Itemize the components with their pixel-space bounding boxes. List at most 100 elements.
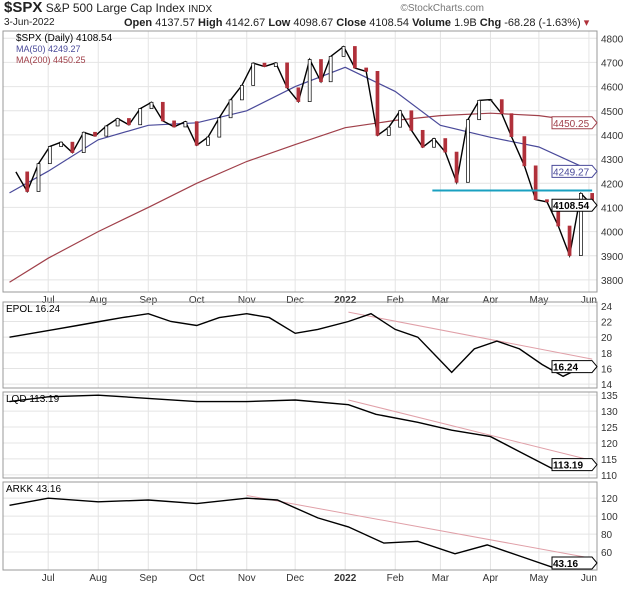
x-tick-label: Sep	[139, 295, 157, 306]
panel-frame	[2, 481, 598, 571]
series-line--spx-daily-	[15, 45, 593, 259]
candlestick	[25, 171, 30, 192]
y-tick-label: 100	[601, 512, 618, 523]
series-line-epol	[9, 312, 593, 378]
x-tick-label: Aug	[89, 295, 107, 306]
high-value: 4142.67	[225, 17, 266, 29]
series-line-arkk	[9, 497, 593, 569]
candlestick	[341, 46, 346, 57]
y-tick-label: 115	[601, 455, 617, 466]
last-value-label: 4450.25	[553, 119, 590, 130]
panel-frame	[2, 391, 598, 479]
y-tick-label: 4600	[601, 83, 624, 94]
legend-entry: MA(50) 4249.27	[16, 44, 81, 54]
x-tick-label: Feb	[387, 295, 405, 306]
candlestick	[251, 62, 256, 86]
candlestick	[127, 118, 131, 126]
watermark: ©StockCharts.com	[400, 3, 484, 14]
chg-value: -68.28 (-1.63%)	[504, 17, 581, 29]
low-value: 4098.67	[293, 17, 334, 29]
y-tick-label: 4300	[601, 155, 624, 166]
x-tick-label: Apr	[483, 573, 499, 584]
volume-label: Volume	[412, 17, 452, 29]
x-tick-label: Nov	[238, 295, 256, 306]
x-tick-label: Oct	[189, 295, 205, 306]
candlestick	[509, 113, 514, 137]
last-value-tag	[551, 164, 598, 178]
low-label: Low	[268, 17, 291, 29]
candlestick	[328, 56, 333, 83]
y-tick-label: 120	[601, 494, 618, 505]
x-tick-label: Dec	[286, 295, 304, 306]
last-value-tag	[551, 458, 598, 472]
x-tick-label: Jul	[42, 573, 55, 584]
legend-entry: LQD 113.19	[6, 394, 60, 405]
candlestick	[545, 199, 549, 203]
x-tick-label: May	[529, 295, 548, 306]
y-tick-label: 24	[601, 302, 613, 313]
down-arrow-icon: ▾	[583, 17, 590, 29]
x-tick-label: Sep	[139, 573, 157, 584]
candlestick	[567, 225, 572, 256]
trend-line	[348, 311, 593, 360]
x-tick-label: Aug	[89, 573, 107, 584]
y-tick-label: 14	[601, 380, 613, 391]
x-tick-label: Apr	[483, 295, 499, 306]
last-value-tag	[551, 198, 598, 212]
y-tick-label: 135	[601, 391, 618, 402]
x-tick-label: Jun	[581, 295, 597, 306]
candlestick	[579, 193, 583, 256]
candlestick	[353, 46, 357, 69]
x-tick-label: Feb	[387, 573, 405, 584]
candlestick	[183, 121, 188, 128]
candlestick	[296, 87, 301, 102]
y-tick-label: 4700	[601, 58, 624, 69]
y-tick-label: 22	[601, 318, 613, 329]
x-tick-label: Nov	[238, 573, 256, 584]
title: $SPX S&P 500 Large Cap Index INDX	[4, 0, 212, 18]
y-tick-label: 16	[601, 364, 613, 375]
high-label: High	[198, 17, 223, 29]
candlestick	[466, 119, 470, 183]
y-tick-label: 60	[601, 548, 613, 559]
y-tick-label: 110	[601, 471, 617, 482]
candlestick	[454, 151, 459, 183]
last-value-label: 4108.54	[553, 201, 590, 212]
candlestick	[138, 108, 143, 126]
candlestick	[93, 131, 97, 137]
trend-line	[246, 494, 593, 559]
candlestick	[262, 62, 267, 67]
candlestick	[206, 136, 210, 146]
x-tick-label: Oct	[189, 573, 205, 584]
candlestick	[194, 121, 199, 146]
candlestick	[59, 141, 63, 147]
close-value: 4108.54	[369, 17, 410, 29]
candlestick	[499, 99, 504, 114]
last-value-tag	[551, 556, 598, 570]
candlestick	[81, 131, 86, 153]
last-value-label: 113.19	[553, 461, 583, 472]
candlestick	[285, 62, 289, 89]
candlestick	[386, 126, 391, 136]
candlestick	[488, 99, 493, 101]
candlestick	[47, 146, 52, 165]
x-tick-label: May	[529, 573, 548, 584]
y-tick-label: 4200	[601, 179, 624, 190]
candlestick	[273, 62, 278, 67]
candlestick	[228, 99, 233, 119]
index-name: S&P 500 Large Cap Index	[45, 1, 185, 15]
y-tick-label: 18	[601, 349, 613, 360]
series-line-ma-50-	[9, 66, 593, 194]
candlestick	[36, 163, 41, 192]
x-tick-label: Mar	[432, 295, 450, 306]
last-value-label: 16.24	[553, 363, 578, 374]
y-tick-label: 4800	[601, 34, 624, 45]
x-tick-label: 2022	[334, 573, 357, 584]
chg-label: Chg	[479, 17, 502, 29]
y-tick-label: 4100	[601, 203, 624, 214]
candlestick	[307, 59, 312, 102]
volume-value: 1.9B	[454, 17, 477, 29]
candlestick	[149, 101, 154, 109]
series-line-lqd	[9, 394, 593, 470]
